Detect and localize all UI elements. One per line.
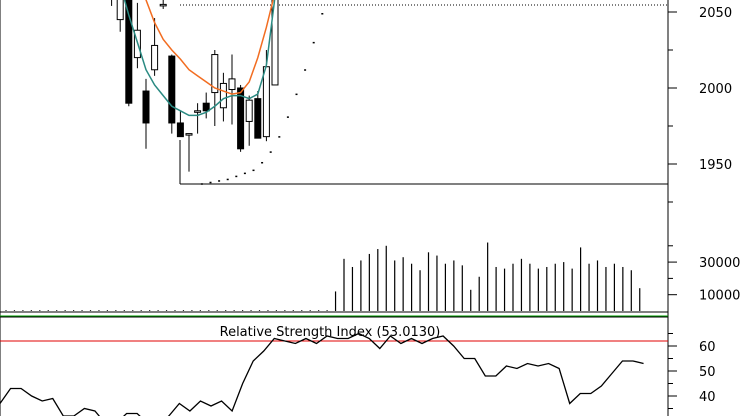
candle-body (254, 98, 262, 139)
sar-dot (278, 136, 281, 138)
candle-body (211, 54, 219, 94)
candle-body (185, 133, 193, 136)
candle-body (142, 90, 150, 124)
sar-dot (304, 69, 307, 71)
y-axes: 195020002050100003000030405060 (668, 6, 740, 420)
sar-dot (252, 169, 255, 172)
volume-panel (5, 242, 641, 311)
sar-dot (261, 161, 264, 164)
ma-slow-line (145, 0, 274, 95)
candle-body (159, 3, 167, 7)
candle-body (237, 87, 245, 150)
sar-dot (209, 181, 212, 184)
sar-dot (226, 178, 229, 181)
candle-body (125, 0, 133, 104)
sar-dot (218, 180, 221, 182)
candle-body (151, 44, 159, 71)
sar-dot (200, 183, 203, 185)
rsi-panel: Relative Strength Index (53.0130) (0, 315, 668, 420)
price-axis-tick-label: 2000 (699, 82, 732, 97)
candle-body (168, 55, 176, 124)
sar-dot (321, 13, 324, 15)
candle-body (228, 78, 236, 91)
price-panel (111, 0, 324, 185)
rsi-title: Relative Strength Index (53.0130) (220, 325, 441, 340)
candle-body (245, 99, 253, 122)
price-axis-tick-label: 2050 (699, 6, 732, 21)
frame (0, 0, 669, 416)
price-axis-tick-label: 1950 (699, 158, 732, 173)
rsi-axis-tick-label: 60 (699, 340, 716, 355)
candle-body (116, 0, 124, 21)
sar-dot (286, 116, 289, 118)
candle-body (202, 102, 210, 112)
volume-axis-tick-label: 10000 (699, 289, 740, 304)
rsi-line (0, 332, 644, 420)
ma-fast-line (123, 0, 276, 117)
sar-dot (235, 175, 238, 178)
volume-axis-tick-label: 30000 (699, 256, 740, 271)
candle-body (176, 122, 184, 138)
candle-body (219, 82, 227, 109)
sar-dot (269, 151, 272, 153)
rsi-axis-tick-label: 50 (699, 365, 716, 380)
sar-dot (295, 93, 298, 96)
candle-body (262, 66, 270, 138)
candle-body (194, 110, 202, 113)
rsi-axis-tick-label: 40 (699, 390, 716, 405)
sar-dot (243, 172, 246, 175)
sar-dot (312, 41, 315, 44)
